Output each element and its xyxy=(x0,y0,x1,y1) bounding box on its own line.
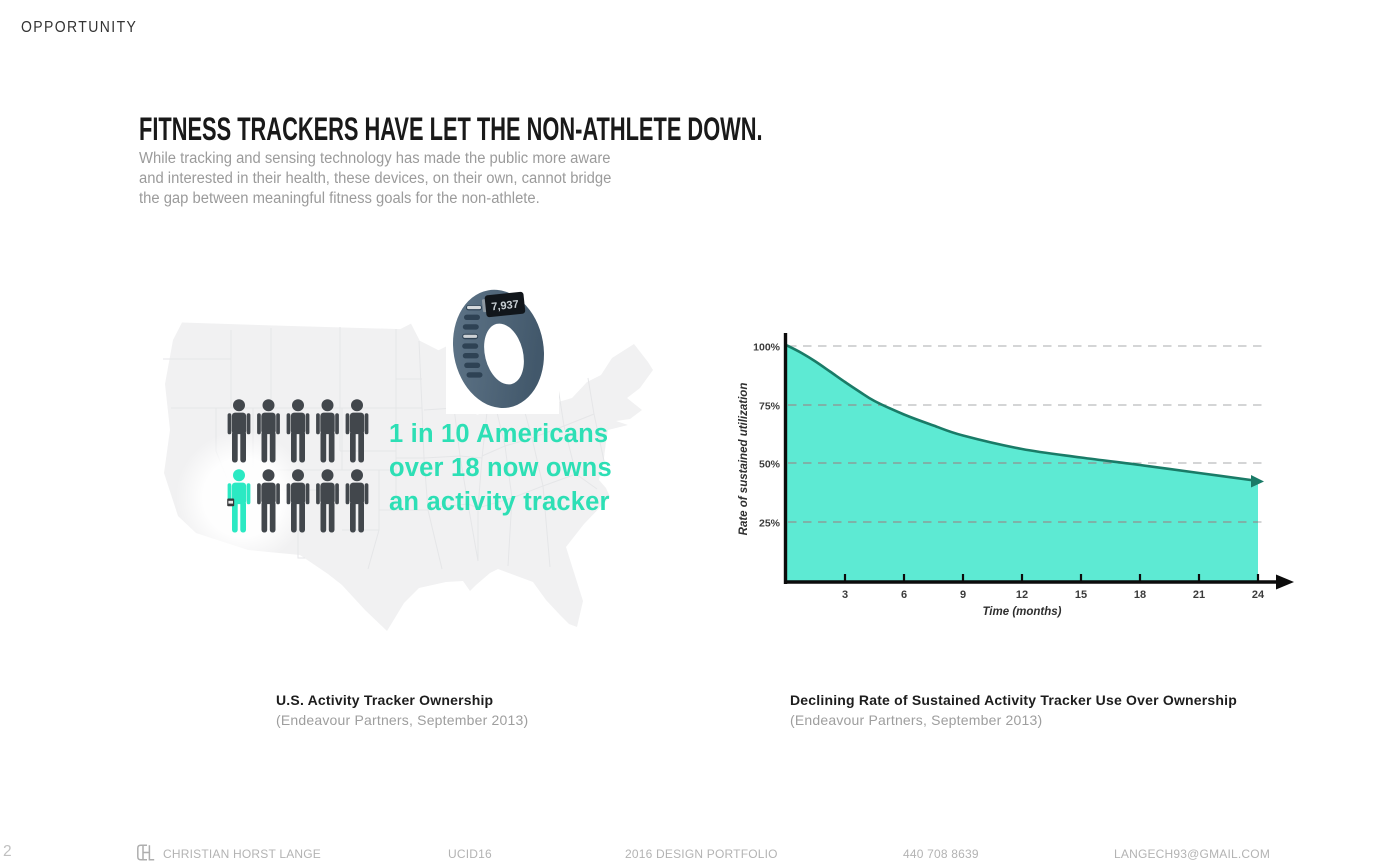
svg-text:7,937: 7,937 xyxy=(491,299,520,314)
svg-text:9: 9 xyxy=(960,589,966,601)
svg-text:3: 3 xyxy=(842,589,848,601)
svg-text:24: 24 xyxy=(1252,589,1265,601)
svg-text:15: 15 xyxy=(1075,589,1087,601)
svg-text:Rate of sustained utilization: Rate of sustained utilization xyxy=(738,383,750,536)
svg-text:Time (months): Time (months) xyxy=(982,606,1061,618)
svg-text:21: 21 xyxy=(1193,589,1205,601)
svg-text:18: 18 xyxy=(1134,589,1146,601)
svg-text:75%: 75% xyxy=(759,401,781,413)
svg-text:100%: 100% xyxy=(753,342,781,354)
svg-text:25%: 25% xyxy=(759,518,781,530)
svg-text:12: 12 xyxy=(1016,589,1028,601)
svg-text:6: 6 xyxy=(901,589,907,601)
svg-text:50%: 50% xyxy=(759,459,781,471)
